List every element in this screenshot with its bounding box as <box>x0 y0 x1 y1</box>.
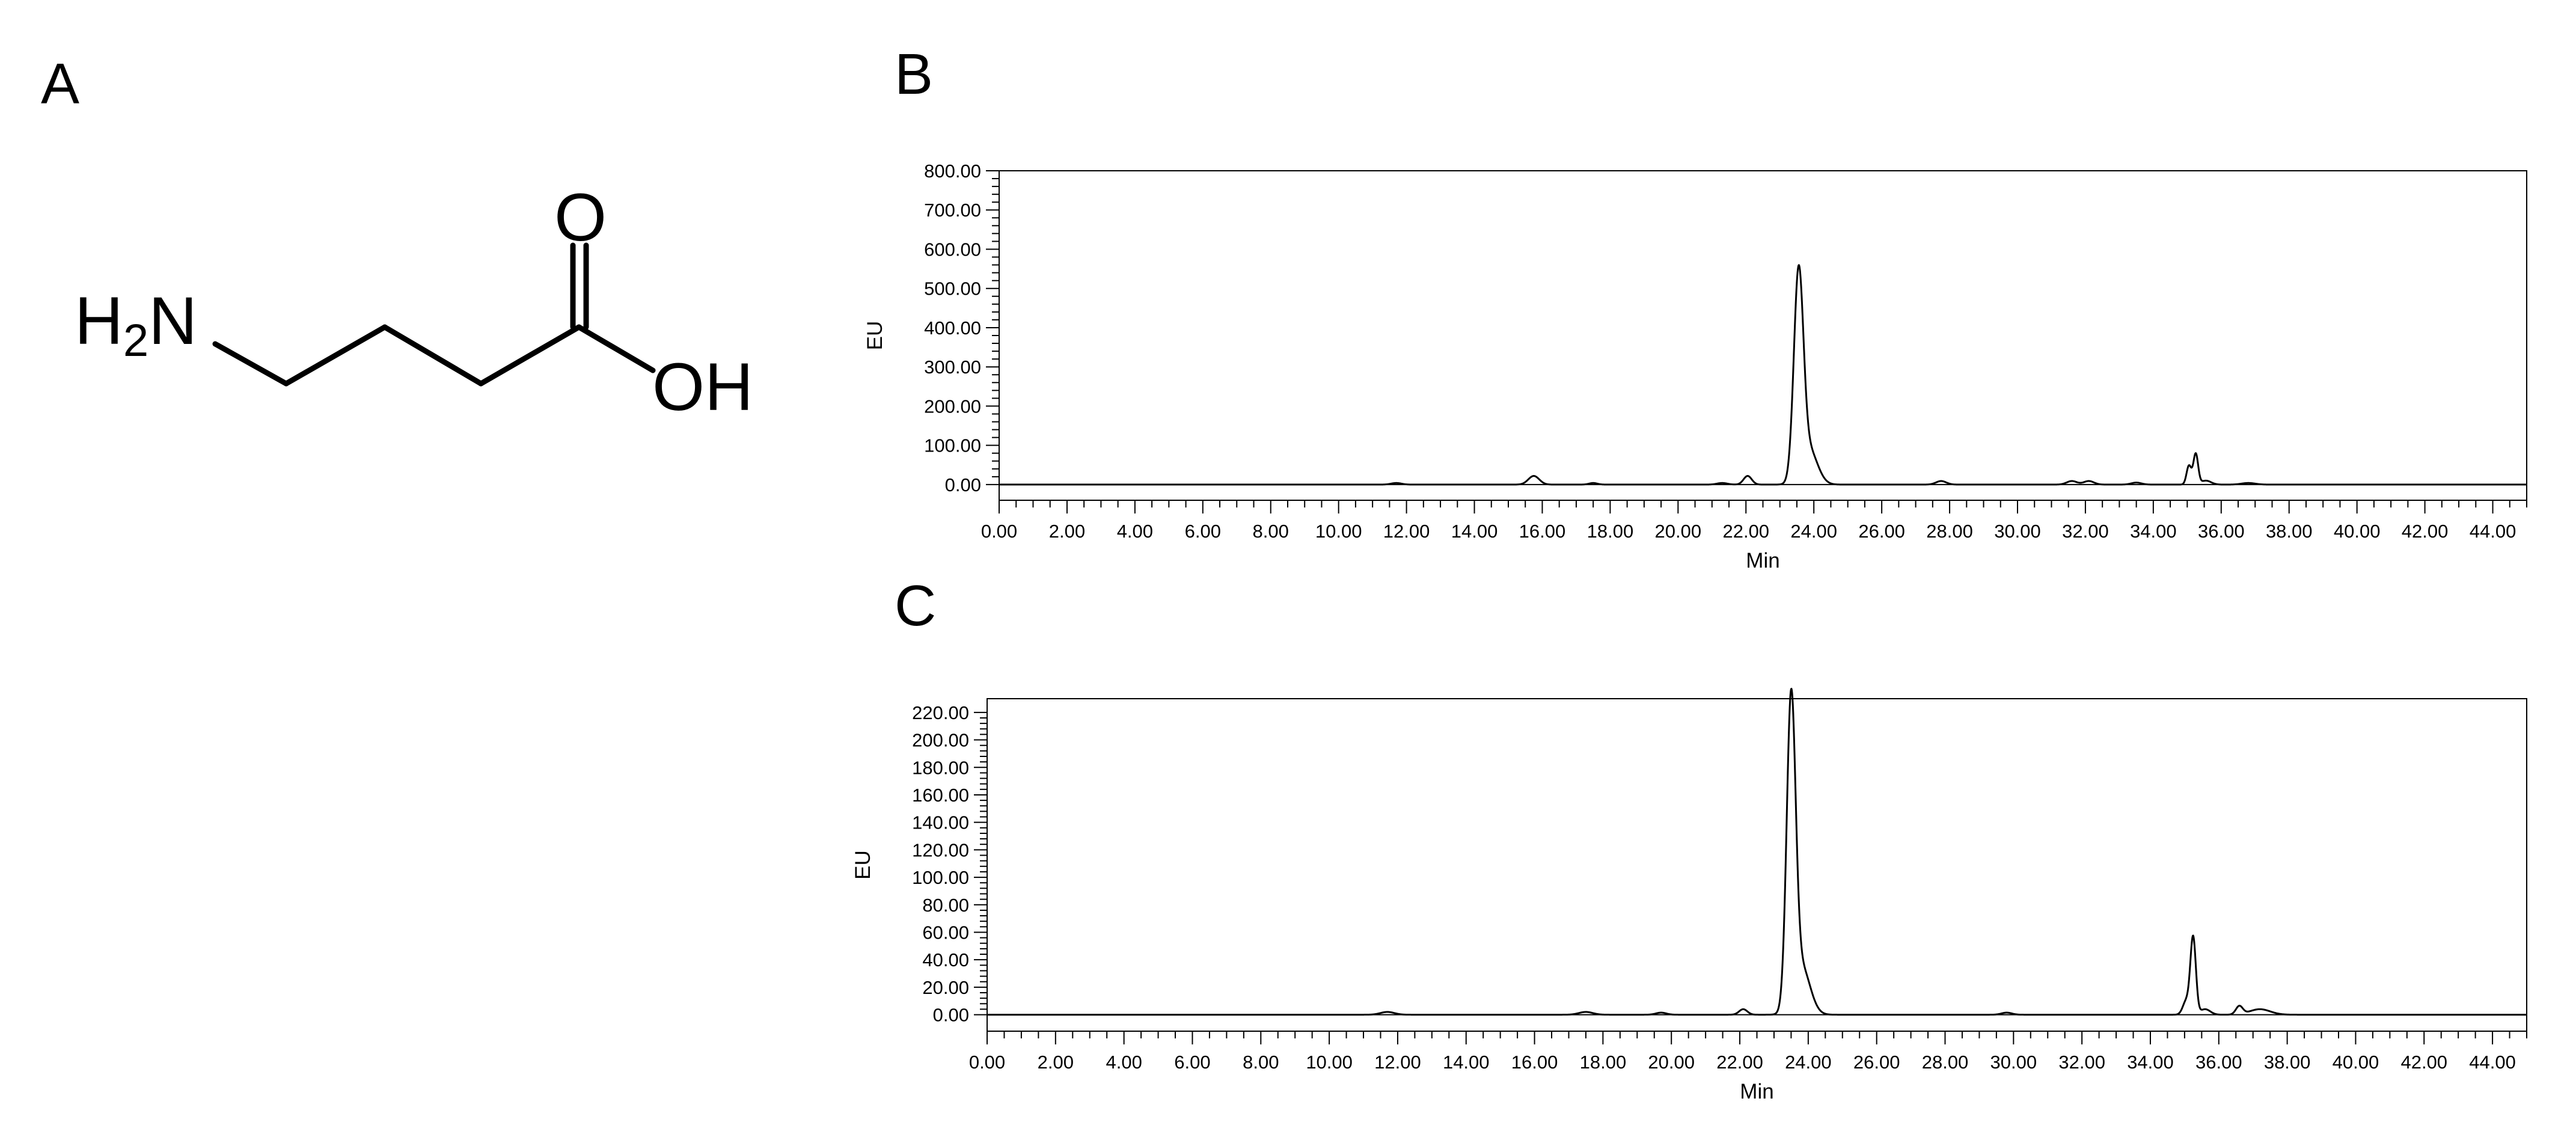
chart-b-x-tick-label: 32.00 <box>2062 521 2109 542</box>
chart-c-y-tick-label: 140.00 <box>912 812 969 833</box>
chart-b-x-axis-title: Min <box>1746 549 1779 572</box>
chart-b-y-tick-label: 100.00 <box>924 435 981 456</box>
chart-c-x-tick-label: 4.00 <box>1106 1052 1142 1073</box>
carbonyl-oxygen: O <box>554 180 607 255</box>
chart-b-y-tick-label: 0.00 <box>945 474 981 495</box>
chart-c-x-tick-label: 0.00 <box>969 1052 1005 1073</box>
bond-c1-c2 <box>283 324 388 387</box>
chart-c-x-tick-label: 40.00 <box>2333 1052 2379 1073</box>
bond-c2-c3 <box>382 324 484 387</box>
chart-b-y-tick-label: 400.00 <box>924 317 981 339</box>
chart-b-x-tick-label: 8.00 <box>1253 521 1289 542</box>
gaba-structure: H2N O OH <box>75 180 753 424</box>
chart-c-x-tick-label: 34.00 <box>2127 1052 2174 1073</box>
chart-c-x-tick-label: 22.00 <box>1716 1052 1763 1073</box>
chart-c-y-tick-label: 180.00 <box>912 757 969 778</box>
chart-b-y-tick-label: 600.00 <box>924 239 981 260</box>
chart-b-y-tick-label: 500.00 <box>924 278 981 299</box>
chart-c-x-tick-label: 38.00 <box>2264 1052 2311 1073</box>
chart-b-x-tick-label: 30.00 <box>1994 521 2041 542</box>
chart-b-x-tick-label: 6.00 <box>1185 521 1221 542</box>
chart-c-x-tick-label: 24.00 <box>1785 1052 1832 1073</box>
amine-group: H2N <box>75 283 197 366</box>
chart-b-y-tick-label: 700.00 <box>924 200 981 221</box>
chart-c-x-tick-label: 6.00 <box>1174 1052 1210 1073</box>
chart-c-y-tick-label: 60.00 <box>922 922 969 943</box>
chart-b-x-tick-label: 4.00 <box>1117 521 1153 542</box>
chart-b-y-tick-label: 800.00 <box>924 161 981 182</box>
panel-label-c: C <box>895 574 937 638</box>
chart-b-x-tick-label: 42.00 <box>2402 521 2449 542</box>
bond-c-oh <box>576 324 656 373</box>
chart-c-y-tick-label: 0.00 <box>933 1005 969 1026</box>
chart-c-x-tick-label: 8.00 <box>1243 1052 1279 1073</box>
chart-c-x-tick-label: 30.00 <box>1990 1052 2037 1073</box>
bond-c3-c4 <box>478 324 582 387</box>
chart-b-x-tick-label: 36.00 <box>2198 521 2245 542</box>
chart-b-x-tick-label: 10.00 <box>1315 521 1362 542</box>
chart-b-x-tick-label: 34.00 <box>2130 521 2177 542</box>
chart-c-y-tick-label: 220.00 <box>912 702 969 723</box>
chart-c-x-tick-label: 12.00 <box>1374 1052 1421 1073</box>
chart-c-x-tick-label: 44.00 <box>2469 1052 2516 1073</box>
chart-c-y-tick-label: 200.00 <box>912 730 969 751</box>
chart-c-x-tick-label: 28.00 <box>1922 1052 1969 1073</box>
chart-b-y-axis-title: EU <box>863 321 887 351</box>
chart-b-x-tick-label: 14.00 <box>1451 521 1498 542</box>
chart-c-trace-series <box>987 688 2527 1016</box>
chart-c-y-tick-label: 160.00 <box>912 785 969 806</box>
chart-b-x-tick-label: 16.00 <box>1519 521 1566 542</box>
chart-c-x-tick-label: 32.00 <box>2058 1052 2105 1073</box>
chart-b-x-tick-label: 38.00 <box>2266 521 2313 542</box>
chart-c-x-tick-label: 2.00 <box>1038 1052 1074 1073</box>
chart-c-y-axis-title: EU <box>851 850 875 880</box>
chart-b-x-tick-label: 28.00 <box>1926 521 1973 542</box>
chart-c-x-tick-label: 16.00 <box>1511 1052 1558 1073</box>
chromatogram-b: 0.00 2.00 4.00 6.00 8.00 10.00 12.00 14.00 16.00… <box>863 161 2527 572</box>
hydroxyl-group: OH <box>652 349 753 424</box>
chart-c-x-tick-label: 36.00 <box>2195 1052 2242 1073</box>
chart-c-x-axis-title: Min <box>1740 1080 1773 1103</box>
chart-c-x-tick-label: 20.00 <box>1648 1052 1695 1073</box>
chart-c-plot-frame <box>987 698 2527 1032</box>
chart-c-x-tick-label: 42.00 <box>2400 1052 2447 1073</box>
chart-b-x-tick-label: 0.00 <box>981 521 1017 542</box>
chart-b-trace-series <box>999 264 2527 486</box>
chart-b-y-tick-label: 200.00 <box>924 396 981 417</box>
chart-c-y-tick-label: 40.00 <box>922 949 969 970</box>
panel-label-b: B <box>895 42 934 106</box>
chart-c-x-tick-label: 18.00 <box>1580 1052 1627 1073</box>
chart-c-x-tick-label: 14.00 <box>1443 1052 1490 1073</box>
chart-b-x-tick-label: 2.00 <box>1049 521 1085 542</box>
chart-b-x-tick-label: 18.00 <box>1587 521 1634 542</box>
chart-b-x-tick-label: 24.00 <box>1790 521 1837 542</box>
chart-c-y-tick-label: 20.00 <box>922 977 969 998</box>
chart-b-y-tick-label: 300.00 <box>924 357 981 378</box>
chart-b-x-tick-label: 20.00 <box>1655 521 1702 542</box>
chart-b-x-tick-label: 40.00 <box>2334 521 2381 542</box>
chart-c-x-tick-label: 10.00 <box>1306 1052 1353 1073</box>
bond-n-c1 <box>212 341 289 387</box>
chart-b-x-tick-label: 22.00 <box>1722 521 1769 542</box>
chart-c-y-tick-label: 80.00 <box>922 895 969 916</box>
chart-b-x-tick-label: 26.00 <box>1858 521 1905 542</box>
chart-c-y-tick-label: 120.00 <box>912 839 969 860</box>
chart-c-y-tick-label: 100.00 <box>912 867 969 888</box>
chart-b-x-tick-label: 12.00 <box>1383 521 1430 542</box>
panel-label-a: A <box>41 52 80 116</box>
molecule-bonds <box>212 242 656 387</box>
chart-c-x-tick-label: 26.00 <box>1853 1052 1900 1073</box>
chart-b-x-tick-label: 44.00 <box>2470 521 2516 542</box>
